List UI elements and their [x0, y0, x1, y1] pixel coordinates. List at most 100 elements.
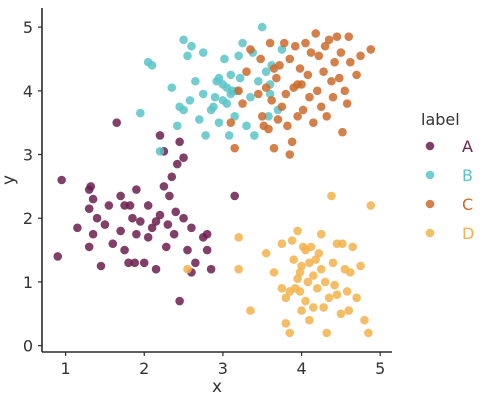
point-series-d [289, 255, 298, 264]
point-series-d [338, 239, 347, 249]
point-series-a [183, 245, 192, 255]
point-series-a [171, 207, 181, 217]
point-series-a [165, 191, 174, 201]
point-series-d [183, 264, 192, 274]
point-series-d [309, 271, 318, 280]
point-series-d [332, 290, 342, 299]
point-series-d [287, 236, 297, 245]
point-series-c [322, 111, 332, 121]
point-series-a [202, 245, 212, 255]
point-series-c [253, 89, 263, 99]
point-series-d [309, 303, 318, 312]
point-series-c [293, 80, 302, 89]
point-series-a [53, 252, 63, 261]
x-tick-label: 5 [375, 359, 385, 378]
point-series-c [301, 38, 310, 48]
x-tick-label: 4 [296, 359, 306, 378]
point-series-b [187, 41, 196, 51]
point-series-d [301, 296, 310, 306]
point-series-d [293, 226, 302, 236]
y-tick-label: 1 [23, 273, 33, 292]
point-series-b [235, 73, 245, 83]
point-series-b [253, 76, 263, 86]
point-series-b [242, 121, 251, 131]
point-series-d [306, 242, 316, 252]
point-series-a [187, 223, 196, 233]
point-series-a [159, 182, 169, 191]
point-series-b [185, 96, 195, 105]
point-series-c [319, 67, 328, 77]
point-series-c [242, 67, 251, 77]
point-series-a [143, 233, 153, 242]
point-series-d [328, 258, 338, 268]
point-series-d [344, 306, 354, 315]
point-series-b [214, 118, 224, 127]
point-series-d [356, 261, 365, 271]
point-series-c [269, 143, 279, 153]
point-series-a [104, 201, 114, 210]
point-series-c [257, 111, 267, 121]
point-series-a [130, 258, 140, 268]
point-series-c [356, 51, 365, 61]
point-series-c [336, 48, 346, 57]
point-series-c [226, 118, 236, 127]
point-series-d [246, 306, 255, 315]
legend-label-d: D [462, 224, 474, 243]
point-series-b [226, 70, 236, 80]
point-series-b [183, 51, 192, 61]
point-series-c [230, 143, 239, 153]
point-series-a [163, 220, 173, 229]
legend-marker-b [425, 170, 435, 180]
point-series-a [172, 159, 182, 169]
legend-label-a: A [462, 137, 473, 156]
point-series-b [261, 67, 271, 77]
point-series-c [316, 102, 326, 112]
point-series-c [265, 38, 275, 48]
point-series-d [285, 328, 295, 338]
point-series-c [272, 73, 281, 83]
x-tick-label: 1 [61, 359, 71, 378]
point-series-d [320, 277, 330, 287]
point-series-d [295, 287, 305, 296]
legend-title: label [421, 110, 460, 129]
point-series-c [293, 111, 302, 121]
point-series-a [175, 296, 184, 306]
point-series-d [360, 315, 369, 325]
point-series-a [84, 204, 94, 213]
point-series-c [267, 96, 276, 105]
point-series-c [290, 41, 300, 51]
legend-marker-c [425, 199, 435, 209]
point-series-a [88, 194, 98, 204]
legend-marker-a [425, 141, 435, 151]
point-series-a [86, 182, 96, 191]
point-series-c [277, 102, 287, 112]
point-series-c [352, 70, 361, 80]
point-series-d [342, 287, 352, 296]
point-series-a [88, 229, 98, 239]
point-series-a [84, 242, 94, 252]
point-series-a [151, 217, 161, 226]
point-series-d [312, 283, 322, 293]
point-series-d [295, 268, 305, 277]
point-series-d [330, 280, 339, 290]
point-series-a [136, 217, 145, 226]
points-layer [53, 22, 376, 338]
point-series-d [261, 248, 271, 258]
point-series-c [238, 99, 247, 108]
point-series-b [230, 111, 239, 121]
point-series-c [342, 99, 352, 108]
point-series-a [124, 258, 133, 268]
point-series-d [277, 283, 287, 293]
legend-marker-d [425, 228, 435, 238]
point-series-b [222, 99, 232, 108]
point-series-d [281, 293, 291, 303]
point-series-b [136, 108, 145, 118]
point-series-b [155, 147, 165, 156]
point-series-a [230, 191, 239, 201]
point-series-c [283, 121, 292, 131]
point-series-a [92, 213, 102, 223]
point-series-d [316, 264, 326, 274]
legend-label-b: B [462, 166, 473, 185]
